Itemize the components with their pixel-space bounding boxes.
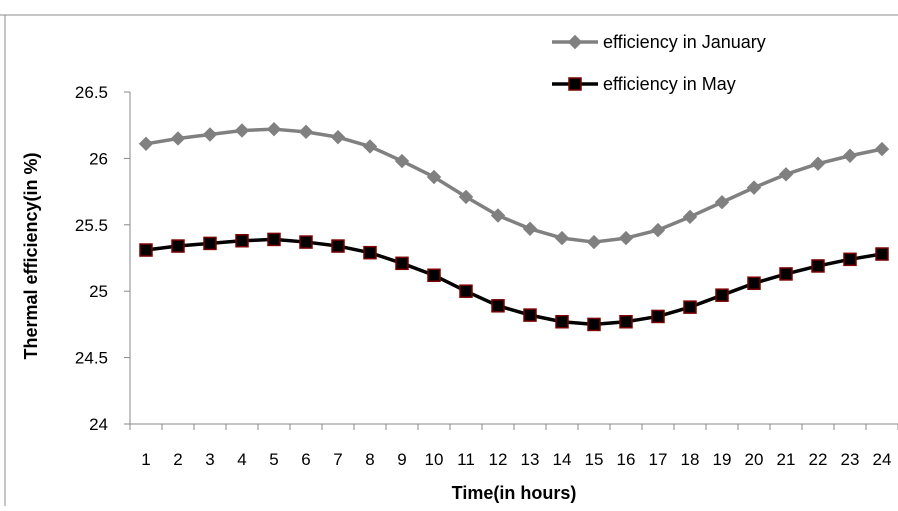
data-point — [202, 127, 218, 142]
data-point — [778, 167, 794, 182]
data-point — [330, 129, 346, 145]
data-point — [682, 209, 698, 225]
series-line — [145, 127, 883, 244]
data-point — [395, 256, 409, 271]
data-point — [587, 317, 601, 332]
y-tick-label: 24 — [89, 415, 108, 434]
data-point — [683, 300, 697, 314]
x-axis-title: Time(in hours) — [452, 483, 577, 503]
data-point — [299, 235, 313, 249]
series-1 — [138, 121, 890, 250]
series-line — [145, 237, 883, 327]
series-2 — [139, 232, 889, 332]
x-tick-label: 3 — [205, 450, 214, 469]
data-point — [491, 299, 505, 313]
x-tick-label: 18 — [681, 450, 700, 469]
x-tick-label: 16 — [617, 450, 636, 469]
x-tick-label: 14 — [553, 450, 572, 469]
x-axis-ticks: 1 2 3 4 5 6 7 8 9 10 11 12 13 14 15 16 17 18 19 20 21 22 23 24 — [129, 424, 898, 469]
x-tick-label: 17 — [649, 450, 668, 469]
x-tick-label: 15 — [585, 450, 604, 469]
data-point — [747, 276, 761, 290]
data-point — [586, 234, 602, 250]
y-tick-label: 24.5 — [75, 349, 108, 368]
data-point — [522, 221, 538, 236]
legend-label: efficiency in January — [603, 32, 766, 52]
x-tick-label: 12 — [489, 450, 508, 469]
data-point — [138, 136, 154, 151]
data-point — [171, 239, 185, 253]
x-tick-label: 21 — [777, 450, 796, 469]
legend: efficiency in January efficiency in May — [552, 32, 766, 94]
x-tick-label: 20 — [745, 450, 764, 469]
data-point — [331, 239, 345, 253]
y-tick-label: 25.5 — [75, 216, 108, 235]
y-tick-label: 25 — [89, 282, 108, 301]
legend-item: efficiency in May — [552, 74, 736, 94]
x-tick-label: 4 — [237, 450, 246, 469]
x-tick-label: 13 — [521, 450, 540, 469]
data-point — [811, 259, 825, 273]
x-tick-label: 23 — [841, 450, 860, 469]
data-point — [554, 230, 570, 246]
data-point — [139, 243, 153, 257]
data-point — [523, 308, 537, 322]
data-point — [619, 314, 633, 329]
data-point — [427, 268, 441, 283]
x-tick-label: 1 — [141, 450, 150, 469]
data-point — [234, 123, 250, 138]
data-point — [779, 267, 793, 281]
data-point — [235, 233, 249, 248]
data-point — [618, 230, 634, 246]
data-point — [842, 148, 858, 163]
data-point — [874, 141, 890, 157]
data-point — [651, 309, 665, 324]
data-point — [363, 245, 377, 260]
data-point — [459, 284, 473, 298]
x-tick-label: 5 — [269, 450, 278, 469]
x-tick-label: 19 — [713, 450, 732, 469]
data-point — [267, 232, 281, 247]
x-tick-label: 24 — [873, 450, 892, 469]
data-point — [714, 195, 730, 210]
x-tick-label: 22 — [809, 450, 828, 469]
series-layer — [138, 121, 890, 332]
axes — [0, 14, 898, 506]
data-point — [875, 247, 889, 261]
data-point — [490, 208, 506, 223]
data-point — [555, 314, 569, 329]
data-point — [810, 156, 826, 171]
legend-label: efficiency in May — [603, 74, 736, 94]
legend-marker — [568, 77, 582, 91]
data-point — [650, 222, 666, 238]
legend-item: efficiency in January — [552, 32, 766, 52]
x-tick-label: 10 — [425, 450, 444, 469]
data-point — [266, 121, 282, 137]
y-tick-label: 26 — [89, 149, 108, 168]
y-axis-ticks: 24 24.5 25 25.5 26 26.5 — [75, 83, 130, 434]
data-point — [746, 180, 762, 195]
data-point — [843, 252, 857, 267]
data-point — [426, 169, 442, 185]
data-point — [715, 288, 729, 302]
data-point — [362, 139, 378, 154]
data-point — [203, 236, 217, 251]
data-point — [394, 153, 410, 169]
y-tick-label: 26.5 — [75, 83, 108, 102]
data-point — [298, 124, 314, 140]
y-axis-title: Thermal efficiency(in %) — [21, 152, 41, 359]
x-tick-label: 2 — [173, 450, 182, 469]
x-tick-label: 9 — [397, 450, 406, 469]
x-tick-label: 11 — [457, 450, 475, 469]
legend-marker — [567, 34, 583, 50]
x-tick-label: 6 — [301, 450, 310, 469]
data-point — [458, 189, 474, 205]
x-tick-label: 7 — [333, 450, 342, 469]
data-point — [170, 131, 186, 146]
x-tick-label: 8 — [365, 450, 374, 469]
